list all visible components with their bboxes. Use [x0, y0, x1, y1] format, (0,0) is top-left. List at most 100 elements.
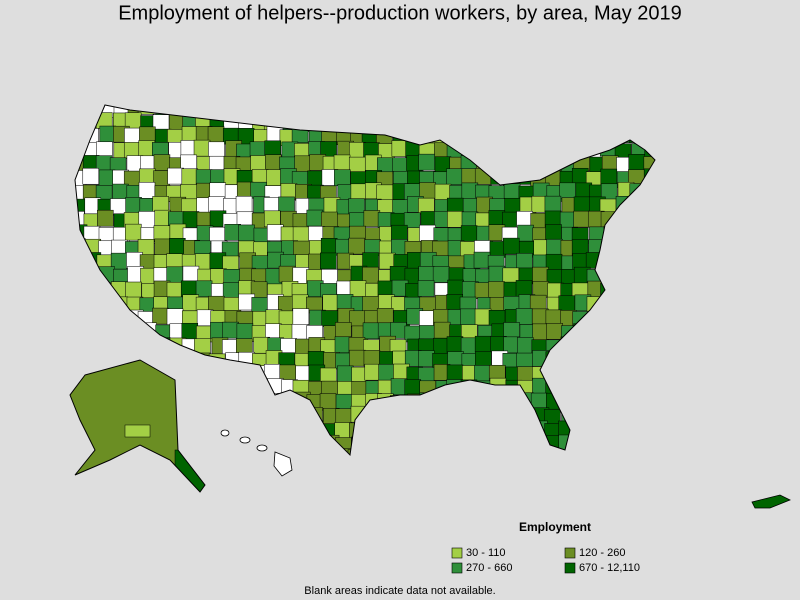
area: [82, 167, 100, 185]
area: [306, 209, 324, 227]
area: [124, 127, 141, 145]
puerto-rico: [751, 494, 791, 509]
legend-title: Employment: [519, 520, 591, 534]
area: [97, 209, 114, 227]
area: [446, 168, 463, 185]
legend-label: 30 - 110: [466, 547, 506, 559]
map-title: Employment of helpers--production worker…: [118, 2, 682, 24]
area: [251, 297, 269, 314]
area: [348, 237, 365, 255]
area: [546, 238, 563, 256]
area: [419, 224, 436, 242]
area: [292, 308, 310, 325]
area: [336, 294, 354, 311]
area: [224, 224, 241, 241]
alaska-outline: [69, 359, 206, 493]
area: [600, 168, 618, 186]
area: [235, 196, 253, 213]
area: [348, 198, 365, 215]
area: [238, 224, 255, 242]
area: [447, 279, 464, 297]
area: [432, 266, 450, 283]
area: [193, 139, 211, 157]
area: [363, 210, 381, 227]
area: [209, 182, 227, 200]
area: [138, 182, 156, 199]
area: [433, 321, 451, 339]
area: [125, 223, 142, 241]
area: [322, 294, 340, 311]
legend: 30 - 110 120 - 260 270 - 660 670 - 12,110: [451, 547, 640, 574]
area: [418, 350, 435, 367]
area: [280, 338, 297, 355]
area: [516, 253, 533, 270]
area: [207, 126, 225, 143]
area: [266, 169, 283, 186]
area: [376, 308, 394, 325]
area: [167, 167, 184, 185]
area: [474, 365, 491, 382]
area: [335, 393, 353, 411]
area: [153, 170, 170, 187]
area: [333, 154, 351, 172]
area: [125, 197, 142, 214]
area: [391, 224, 408, 242]
legend-swatch: [564, 547, 576, 559]
area: [628, 154, 646, 171]
area: [265, 154, 282, 171]
area: [571, 167, 589, 185]
area: [532, 323, 549, 341]
island: [256, 444, 268, 452]
area: [250, 181, 267, 199]
area: [404, 379, 422, 396]
area: [166, 281, 184, 299]
area: [418, 266, 435, 283]
area: [166, 266, 183, 284]
area: [336, 365, 354, 383]
area: [264, 140, 281, 158]
area: [154, 238, 171, 256]
area: [503, 237, 520, 255]
area: [350, 183, 368, 201]
area: [321, 211, 338, 229]
island: [239, 436, 251, 444]
area: [544, 195, 562, 213]
legend-swatch: [564, 562, 576, 574]
area: [349, 349, 366, 367]
area: [208, 196, 225, 213]
area: [334, 336, 352, 354]
area: [320, 252, 337, 270]
area: [447, 211, 464, 228]
area: [559, 182, 576, 200]
area: [517, 224, 534, 242]
area: [294, 155, 311, 173]
area: [181, 322, 199, 340]
area: [474, 335, 492, 353]
area: [335, 408, 353, 425]
area: [236, 323, 254, 340]
area: [362, 296, 379, 313]
area: [546, 323, 563, 340]
area: [335, 322, 352, 339]
area: [125, 281, 142, 299]
area: [516, 337, 534, 354]
area: [473, 251, 491, 269]
area: [376, 184, 393, 202]
area: [532, 266, 549, 284]
area: [460, 308, 477, 326]
area: [124, 424, 151, 438]
area: [558, 295, 576, 313]
area: [169, 238, 186, 255]
legend-swatch: [451, 547, 463, 559]
legend-label: 120 - 260: [579, 547, 625, 559]
area: [362, 322, 380, 340]
area: [181, 168, 199, 186]
area: [278, 196, 295, 214]
area: [222, 321, 239, 339]
area: [250, 155, 267, 172]
area: [166, 308, 184, 325]
area: [417, 280, 435, 297]
area: [378, 363, 395, 381]
area: [364, 363, 382, 381]
